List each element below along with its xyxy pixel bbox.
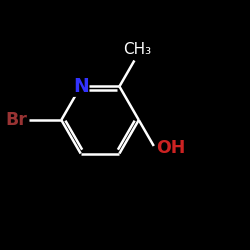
Text: OH: OH [156,140,186,158]
Text: N: N [73,77,88,96]
Text: Br: Br [6,111,28,129]
Text: CH₃: CH₃ [123,42,151,57]
